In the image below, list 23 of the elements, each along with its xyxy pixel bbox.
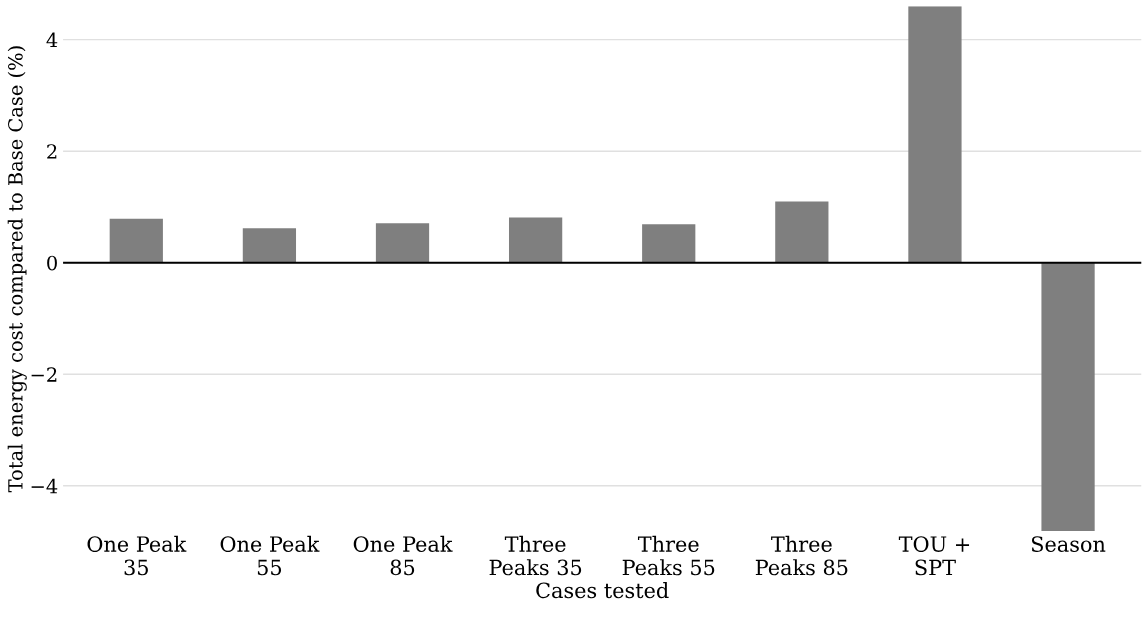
y-tick-label: −4 [31,478,58,494]
x-tick-label: Three Peaks 35 [489,535,582,576]
x-tick-label: Three Peaks 85 [755,535,848,576]
bar [775,201,829,263]
x-tick-label: Season [1031,536,1106,552]
bar [1041,262,1095,531]
y-tick-label: 4 [46,32,58,48]
x-tick-label: One Peak 55 [220,535,320,576]
y-axis-title: Total energy cost compared to Base Case (%) [7,46,27,493]
y-tick-label: 0 [47,255,57,271]
bar [375,223,430,263]
x-tick-label: One Peak 35 [87,535,187,576]
bar [642,224,696,263]
y-tick-label: −2 [31,367,57,382]
x-axis-title: Cases tested [536,582,669,599]
x-tick-label: Three Peaks 55 [622,535,715,576]
bar [242,228,297,263]
y-tick-label: 2 [47,144,57,159]
x-tick-label: TOU + SPT [898,536,970,576]
bar [509,217,563,263]
x-tick-label: One Peak 85 [353,535,453,576]
bar [109,218,163,263]
bar [908,6,962,263]
